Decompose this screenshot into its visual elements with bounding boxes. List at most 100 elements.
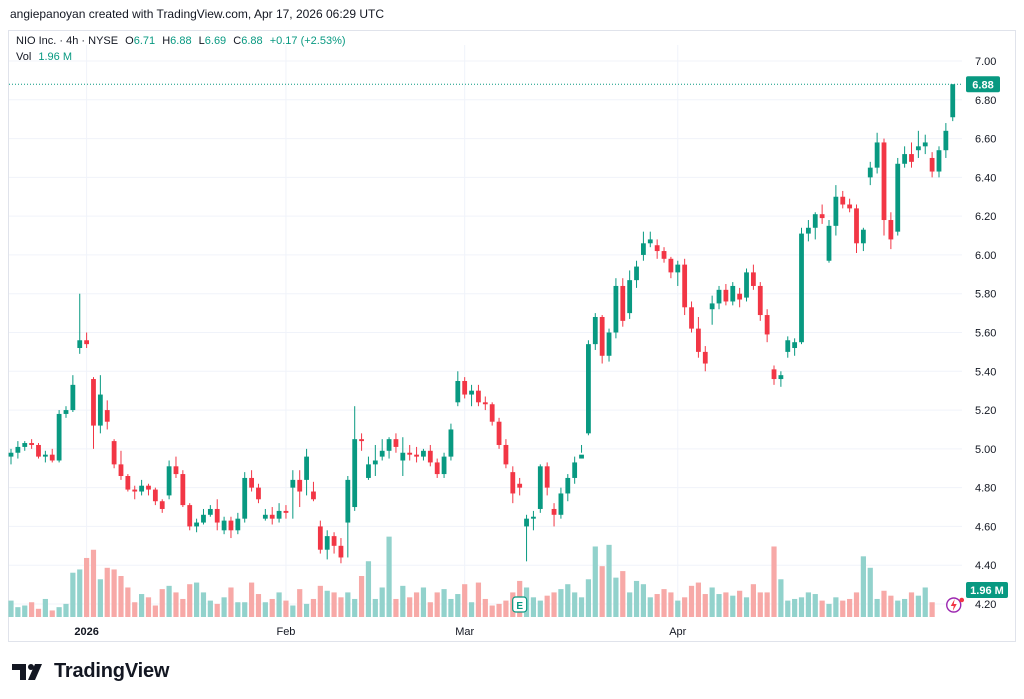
candle-body xyxy=(565,477,571,494)
volume-bar xyxy=(132,602,138,617)
volume-bar xyxy=(84,557,90,617)
volume-bar xyxy=(70,572,76,617)
candle-body xyxy=(771,369,777,380)
price-axis: 4.20 4.40 4.60 4.80 5.00 5.20 5.40 5.60 5.80 6.00… xyxy=(975,56,996,611)
volume-bar xyxy=(290,605,296,617)
price-tick-label: 6.20 xyxy=(975,211,996,223)
volume-bar xyxy=(482,598,488,617)
candle-body xyxy=(29,443,35,445)
volume-bar xyxy=(400,585,406,617)
candle-body xyxy=(510,472,516,494)
volume-bar xyxy=(462,584,468,617)
time-tick-label: 2026 xyxy=(74,626,98,638)
legend-low-label: L xyxy=(198,35,205,47)
volume-bar xyxy=(798,597,805,617)
volume-bar xyxy=(345,592,351,617)
candle-body xyxy=(805,227,811,234)
volume-bar xyxy=(8,600,14,617)
volume-bar xyxy=(592,546,598,617)
candle-body xyxy=(276,510,282,519)
volume-bar xyxy=(317,585,323,617)
candle-body xyxy=(249,477,254,488)
volume-bar xyxy=(503,600,509,617)
volume-bar xyxy=(840,600,846,617)
earnings-marker-label: E xyxy=(516,601,523,612)
price-tick-label: 4.40 xyxy=(975,560,996,572)
candle-body xyxy=(737,293,743,300)
legend-close-label: C xyxy=(233,35,242,47)
volume-bar xyxy=(22,605,28,617)
candle-body xyxy=(15,446,21,453)
candle-body xyxy=(242,477,248,519)
candle-body xyxy=(750,272,756,286)
candle-body xyxy=(881,142,887,221)
price-tick-label: 5.00 xyxy=(975,444,996,456)
candle-body xyxy=(537,466,543,509)
legend-open-value: 6.71 xyxy=(133,35,156,47)
volume-bar xyxy=(310,598,317,617)
candle-body xyxy=(345,479,351,523)
volume-bar xyxy=(104,567,110,617)
candle-body xyxy=(812,214,818,228)
candle-body xyxy=(393,439,399,447)
legend-high-value: 6.88 xyxy=(170,35,192,47)
candle-body xyxy=(723,289,729,302)
tradingview-logo[interactable]: TradingView xyxy=(12,660,169,683)
candle-body xyxy=(256,487,261,500)
volume-bar xyxy=(331,592,337,617)
volume-bar xyxy=(565,584,571,617)
candle-body xyxy=(152,489,158,502)
candle-body xyxy=(262,514,268,519)
volume-bar xyxy=(248,582,255,617)
candle-body xyxy=(592,316,598,345)
volume-bar xyxy=(420,587,427,617)
price-tick-label: 7.00 xyxy=(975,56,996,68)
volume-bar xyxy=(757,592,763,617)
volume-bar xyxy=(613,577,619,617)
candle-body xyxy=(56,413,62,461)
chart-grid xyxy=(9,45,962,618)
volume-bar xyxy=(792,598,798,617)
candle-body xyxy=(482,402,488,405)
volume-bar xyxy=(716,594,722,617)
candle-body xyxy=(455,380,461,403)
volume-bar xyxy=(578,597,585,617)
candle-body xyxy=(70,384,76,411)
candle-body xyxy=(146,485,151,490)
volume-bar xyxy=(537,600,543,617)
volume-bar xyxy=(358,576,365,617)
candle-body xyxy=(503,444,509,465)
candle-body xyxy=(8,452,14,457)
candle-body xyxy=(22,443,28,447)
volume-bar xyxy=(42,598,48,617)
legend-symbol[interactable]: NIO Inc. · 4h · NYSE xyxy=(16,35,119,47)
candle-body xyxy=(441,456,447,475)
candle-body xyxy=(778,375,784,380)
volume-bar xyxy=(269,598,275,617)
price-tick-label: 5.80 xyxy=(975,289,996,301)
candle-body xyxy=(331,536,337,546)
volume-bar xyxy=(118,576,124,617)
candle-body xyxy=(936,150,942,172)
candle-body xyxy=(847,204,853,209)
candle-body xyxy=(819,214,825,219)
volume-bar xyxy=(888,595,894,617)
volume-bar xyxy=(551,592,557,617)
candle-body xyxy=(111,441,117,465)
candle-body xyxy=(826,225,832,261)
volume-bar xyxy=(352,598,358,617)
candle-body xyxy=(489,404,495,422)
candle-body xyxy=(744,272,749,298)
chart-overlays: 6.88 1.96 M E xyxy=(9,76,1008,613)
volume-bar xyxy=(695,582,701,617)
volume-bar xyxy=(489,605,495,617)
candle-body xyxy=(551,508,557,515)
volume-bar xyxy=(496,603,502,617)
volume-bar xyxy=(145,597,152,617)
volume-bar xyxy=(365,561,372,617)
candle-body xyxy=(228,520,234,531)
price-tick-label: 4.20 xyxy=(975,599,996,611)
candle-body xyxy=(338,545,344,558)
volume-bar xyxy=(455,594,461,617)
